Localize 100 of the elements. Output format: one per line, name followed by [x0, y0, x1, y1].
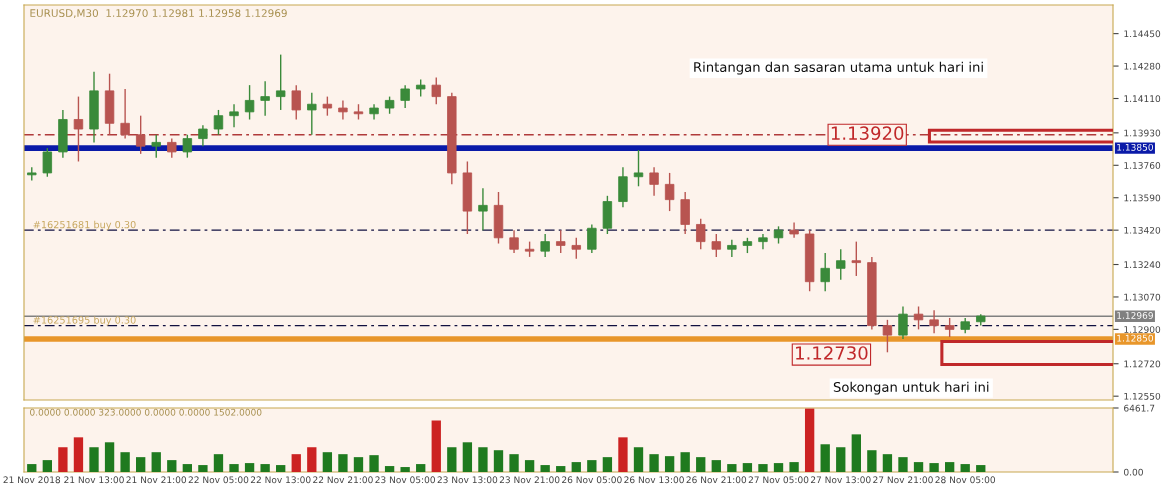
x-tick-label: 22 Nov 05:00 [188, 476, 249, 484]
candlestick [696, 218, 706, 250]
candlestick [322, 95, 333, 117]
bar [213, 454, 224, 472]
bar [260, 464, 270, 472]
x-tick-label: 26 Nov 13:00 [624, 476, 684, 484]
candlestick [820, 252, 830, 292]
candlestick [338, 99, 348, 121]
candlestick [633, 149, 644, 187]
bar [540, 465, 550, 472]
ref-line-label: 1.12969 [1117, 312, 1153, 319]
candlestick [182, 134, 193, 159]
bar [509, 454, 519, 472]
annotation: Rintangan dan sasaran utama untuk hari ini [694, 61, 983, 75]
candlestick [836, 248, 846, 281]
candlestick [587, 223, 597, 254]
bar [338, 454, 348, 472]
bar [42, 460, 52, 472]
ref-line-label: #16251695 buy 0.30 [33, 316, 136, 326]
y-tick-label: 1.13240 [1124, 261, 1161, 269]
bar [416, 464, 426, 472]
annotation: 1.12730 [796, 346, 868, 360]
x-tick-label: 27 Nov 13:00 [810, 476, 871, 484]
x-tick-label: 21 Nov 2018 [3, 476, 61, 484]
candlestick [167, 137, 177, 159]
bar [696, 457, 706, 472]
ref-line-label: #16251681 buy 0.30 [33, 220, 136, 231]
bar [851, 434, 861, 472]
candlestick [151, 134, 161, 159]
bar [307, 447, 317, 472]
chart-title: 0.0000 0.0000 323.0000 0.0000 0.0000 1502.0000 [30, 408, 262, 416]
bar [104, 442, 115, 472]
candlestick [758, 233, 768, 250]
ref-line-label: 1.12850 [1117, 334, 1153, 342]
candlestick [400, 84, 410, 109]
candlestick [244, 84, 255, 121]
bar [431, 420, 441, 472]
candlestick [198, 124, 208, 147]
y-tick-label: 1.14450 [1124, 30, 1161, 38]
candlestick [213, 109, 224, 136]
bar [276, 465, 286, 472]
bar [976, 465, 986, 472]
candlestick [431, 76, 441, 105]
candlestick [664, 172, 675, 212]
candlestick [42, 147, 53, 178]
x-tick-label: 27 Nov 05:00 [748, 476, 809, 484]
y-tick-label: 1.13590 [1124, 194, 1161, 202]
bar [73, 437, 84, 472]
candlestick [913, 305, 924, 331]
bar [929, 463, 939, 472]
x-tick-label: 22 Nov 21:00 [313, 476, 373, 484]
bar [384, 466, 395, 472]
candlestick [509, 229, 519, 254]
bar [89, 447, 99, 472]
bar [58, 447, 68, 472]
candlestick [898, 305, 908, 340]
bar [820, 444, 830, 472]
bar [369, 455, 379, 472]
bar [742, 463, 753, 472]
bar [182, 464, 193, 472]
bar [27, 464, 37, 472]
bar [727, 464, 737, 472]
bar [944, 462, 955, 472]
x-tick-label: 22 Nov 13:00 [250, 476, 311, 484]
bar [789, 462, 799, 472]
bar [571, 462, 581, 472]
bar [898, 457, 908, 472]
candlestick [789, 221, 799, 239]
bar [291, 454, 301, 472]
candlestick [260, 80, 270, 117]
bar [649, 454, 659, 472]
chart-title: EURUSD,M30 1.12970 1.12981 1.12958 1.12969 [30, 9, 287, 19]
y-tick-label: 6461.7 [1124, 404, 1155, 412]
candlestick [711, 233, 721, 258]
x-tick-label: 26 Nov 05:00 [562, 476, 622, 484]
candlestick [540, 233, 550, 258]
candlestick [291, 84, 301, 121]
candlestick [275, 53, 286, 111]
candlestick [727, 239, 737, 258]
y-tick-label: 1.13070 [1124, 293, 1161, 301]
bar [462, 442, 473, 472]
bar [587, 460, 597, 472]
bar [400, 467, 410, 472]
bar [867, 450, 877, 472]
bar [773, 463, 784, 472]
x-tick-label: 21 Nov 21:00 [126, 476, 187, 484]
bar [602, 457, 613, 472]
candlestick [882, 319, 893, 353]
bar [758, 464, 768, 472]
bar [322, 452, 333, 472]
ref-line-label: 1.13850 [1117, 143, 1153, 151]
y-tick-label: 1.14110 [1124, 95, 1161, 103]
x-tick-label: 23 Nov 05:00 [375, 476, 435, 484]
candlestick [120, 88, 130, 140]
y-tick-label: 1.13760 [1124, 162, 1161, 169]
bar [556, 466, 566, 472]
candlestick [649, 166, 659, 197]
bar [167, 460, 177, 472]
annotation: 1.13920 [831, 126, 904, 140]
x-tick-label: 23 Nov 13:00 [437, 476, 498, 484]
